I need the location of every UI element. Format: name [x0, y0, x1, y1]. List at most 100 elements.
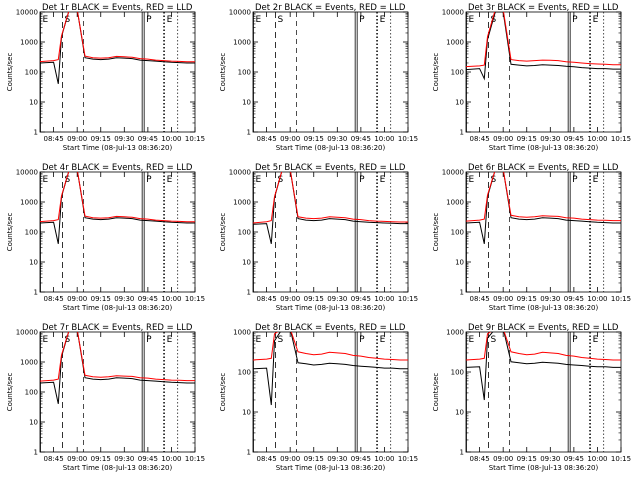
- event-marker-label: E: [593, 175, 599, 185]
- x-tick-label: 09:45: [138, 295, 158, 303]
- y-tick-label: 1000: [20, 39, 38, 47]
- x-tick-label: 08:45: [44, 455, 64, 463]
- y-tick-label: 100: [25, 389, 38, 397]
- panel-title: Det 6r BLACK = Events, RED = LLD: [468, 163, 619, 173]
- panel-title: Det 7r BLACK = Events, RED = LLD: [42, 323, 193, 333]
- x-tick-label: 10:15: [611, 135, 631, 143]
- y-tick-label: 1000: [233, 199, 251, 207]
- y-tick-label: 1: [247, 129, 251, 137]
- x-tick-label: 09:00: [493, 295, 513, 303]
- x-tick-label: 09:30: [114, 295, 134, 303]
- y-axis-label: Counts/sec: [219, 53, 227, 92]
- y-tick-label: 10000: [442, 9, 464, 17]
- x-tick-label: 09:30: [114, 135, 134, 143]
- events-trace: [253, 332, 408, 406]
- y-tick-label: 10: [242, 99, 251, 107]
- y-tick-label: 10: [29, 99, 38, 107]
- event-marker-label: E: [167, 175, 173, 185]
- event-marker-label: P: [359, 175, 365, 185]
- x-tick-label: 10:15: [185, 135, 205, 143]
- y-axis-label: Counts/sec: [6, 373, 14, 412]
- event-marker-label: E: [42, 15, 48, 25]
- x-tick-label: 09:45: [351, 455, 371, 463]
- y-tick-label: 1000: [20, 199, 38, 207]
- lld-trace: [40, 12, 195, 63]
- x-axis-label: Start Time (08-Jul-13 08:36:20): [276, 144, 386, 152]
- x-axis-label: Start Time (08-Jul-13 08:36:20): [63, 464, 173, 472]
- x-tick-label: 08:45: [257, 295, 277, 303]
- lld-trace: [40, 172, 195, 223]
- x-tick-label: 08:45: [470, 135, 490, 143]
- lld-trace: [253, 172, 408, 224]
- y-tick-label: 100: [25, 229, 38, 237]
- event-marker-label: E: [468, 335, 474, 345]
- event-marker-label: E: [468, 175, 474, 185]
- event-marker-label: E: [380, 335, 386, 345]
- y-axis-label: Counts/sec: [6, 213, 14, 252]
- panel-title: Det 2r BLACK = Events, RED = LLD: [255, 3, 406, 13]
- y-tick-label: 100: [238, 69, 251, 77]
- lld-trace: [253, 332, 408, 361]
- panel-9: Det 9r BLACK = Events, RED = LLD 1 10 100 10…: [432, 323, 631, 472]
- x-tick-label: 09:15: [91, 135, 111, 143]
- x-tick-label: 10:15: [611, 295, 631, 303]
- event-marker-label: E: [380, 175, 386, 185]
- panel-5: Det 5r BLACK = Events, RED = LLD 1 10 100 10…: [219, 163, 418, 312]
- panel-6: Det 6r BLACK = Events, RED = LLD 1 10 100 10…: [432, 163, 631, 312]
- y-tick-label: 10: [242, 409, 251, 417]
- panel-1: Det 1r BLACK = Events, RED = LLD 1 10 100 10…: [6, 3, 205, 152]
- x-axis-label: Start Time (08-Jul-13 08:36:20): [276, 464, 386, 472]
- lld-trace: [466, 332, 621, 361]
- event-marker-label: E: [42, 335, 48, 345]
- x-tick-label: 09:15: [91, 455, 111, 463]
- x-tick-label: 10:00: [587, 295, 607, 303]
- x-tick-label: 10:00: [374, 135, 394, 143]
- x-tick-label: 09:15: [304, 455, 324, 463]
- event-marker-label: S: [277, 335, 283, 345]
- y-tick-label: 100: [451, 69, 464, 77]
- y-axis-label: Counts/sec: [432, 373, 440, 412]
- y-tick-label: 1000: [446, 329, 464, 337]
- event-marker-label: S: [490, 175, 496, 185]
- x-tick-label: 09:15: [304, 135, 324, 143]
- x-axis-label: Start Time (08-Jul-13 08:36:20): [489, 144, 599, 152]
- x-tick-label: 10:15: [398, 135, 418, 143]
- x-tick-label: 09:00: [493, 455, 513, 463]
- y-tick-label: 100: [25, 69, 38, 77]
- x-tick-label: 10:00: [374, 295, 394, 303]
- lld-trace: [466, 12, 621, 68]
- panel-3: Det 3r BLACK = Events, RED = LLD 1 10 100 10…: [432, 3, 631, 152]
- x-tick-label: 09:30: [327, 295, 347, 303]
- panel-8: Det 8r BLACK = Events, RED = LLD 1 10 100 10…: [219, 323, 418, 472]
- y-tick-label: 1: [34, 289, 38, 297]
- x-tick-label: 08:45: [257, 455, 277, 463]
- x-axis-label: Start Time (08-Jul-13 08:36:20): [276, 304, 386, 312]
- y-tick-label: 10: [242, 259, 251, 267]
- x-tick-label: 10:00: [587, 455, 607, 463]
- lld-trace: [466, 172, 621, 222]
- y-tick-label: 10: [455, 409, 464, 417]
- event-marker-label: P: [572, 175, 578, 185]
- x-tick-label: 09:00: [280, 295, 300, 303]
- panel-title: Det 8r BLACK = Events, RED = LLD: [255, 323, 406, 333]
- panel-7: Det 7r BLACK = Events, RED = LLD 1 10 100 10…: [6, 323, 205, 472]
- event-marker-label: E: [167, 335, 173, 345]
- event-marker-label: P: [359, 15, 365, 25]
- event-marker-label: E: [593, 335, 599, 345]
- y-tick-label: 10: [29, 259, 38, 267]
- x-tick-label: 10:15: [185, 455, 205, 463]
- event-marker-label: P: [146, 175, 152, 185]
- event-marker-label: P: [359, 335, 365, 345]
- y-tick-label: 100: [451, 229, 464, 237]
- y-tick-label: 10: [29, 419, 38, 427]
- y-tick-label: 10: [455, 259, 464, 267]
- event-marker-label: P: [572, 335, 578, 345]
- plot-frame: [465, 331, 622, 453]
- x-tick-label: 08:45: [44, 135, 64, 143]
- y-tick-label: 100: [451, 369, 464, 377]
- y-tick-label: 1: [34, 129, 38, 137]
- panel-2: Det 2r BLACK = Events, RED = LLD 1 10 100 10…: [219, 3, 418, 152]
- x-tick-label: 10:15: [398, 295, 418, 303]
